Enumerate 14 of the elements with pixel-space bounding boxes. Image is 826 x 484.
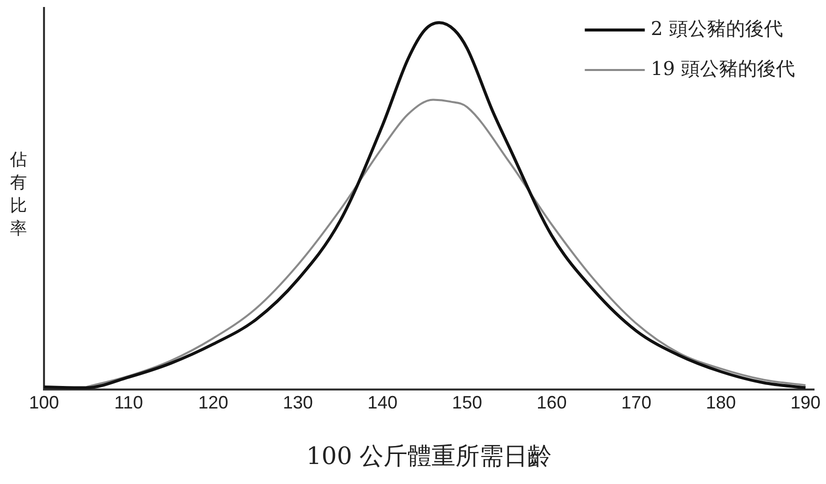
- x-tick-label: 130: [282, 392, 313, 412]
- x-tick-label: 100: [28, 392, 60, 412]
- x-tick-label: 180: [706, 392, 736, 412]
- legend-label: 2 頭公豬的後代: [650, 18, 783, 40]
- x-tick-label: 120: [198, 392, 228, 412]
- x-tick-label: 160: [536, 392, 567, 412]
- x-tick-label: 150: [452, 392, 482, 412]
- x-tick-label: 170: [621, 392, 652, 412]
- legend-label: 19 頭公豬的後代: [650, 58, 795, 80]
- x-tick-label: 140: [367, 392, 398, 412]
- x-tick-label: 190: [790, 392, 821, 412]
- x-tick-label: 110: [114, 392, 143, 412]
- y-axis-title: 佔有比率: [10, 149, 27, 240]
- x-axis-title: 100 公斤體重所需日齡: [306, 442, 552, 470]
